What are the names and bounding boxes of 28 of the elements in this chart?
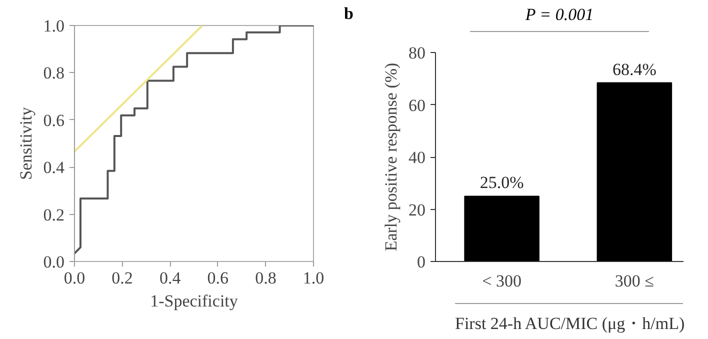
y-tick-label: 20 — [408, 200, 426, 220]
y-axis-title: Sensitivity — [16, 106, 36, 180]
y-tick-label: 0 — [417, 252, 426, 272]
x-tick-label: 300 ≤ — [614, 272, 654, 290]
data-label: 25.0% — [480, 173, 524, 192]
line-series — [74, 26, 314, 254]
x-tick-label: 1.0 — [302, 268, 324, 288]
x-tick-label: 0.2 — [112, 268, 133, 288]
y-tick-label: 1.0 — [43, 16, 64, 36]
y-tick-label: 0.0 — [43, 252, 64, 272]
y-tick-label: 80 — [408, 44, 426, 62]
y-tick-label: 40 — [408, 148, 426, 167]
y-tick-label: 0.8 — [43, 64, 64, 83]
text: b — [344, 3, 354, 25]
x-axis-title: 1-Specificity — [150, 292, 238, 310]
y-tick-label: 60 — [408, 96, 426, 115]
data-label: 68.4% — [612, 60, 656, 79]
x-tick-label: < 300 — [482, 272, 522, 290]
x-tick-label: 0.6 — [207, 268, 229, 288]
y-axis-title: Early positive response (%) — [382, 62, 400, 252]
x-axis-title: First 24-h AUC/MIC (μg・h/mL) — [455, 303, 685, 336]
y-tick-label: 0.2 — [43, 205, 64, 224]
x-tick-label: 0.0 — [64, 268, 86, 288]
text: P = 0.001 — [470, 3, 649, 32]
y-tick-label: 0.6 — [43, 110, 64, 130]
x-tick-label: 0.4 — [159, 268, 182, 288]
y-tick-label: 0.4 — [43, 158, 65, 178]
x-tick-label: 0.8 — [255, 268, 276, 288]
